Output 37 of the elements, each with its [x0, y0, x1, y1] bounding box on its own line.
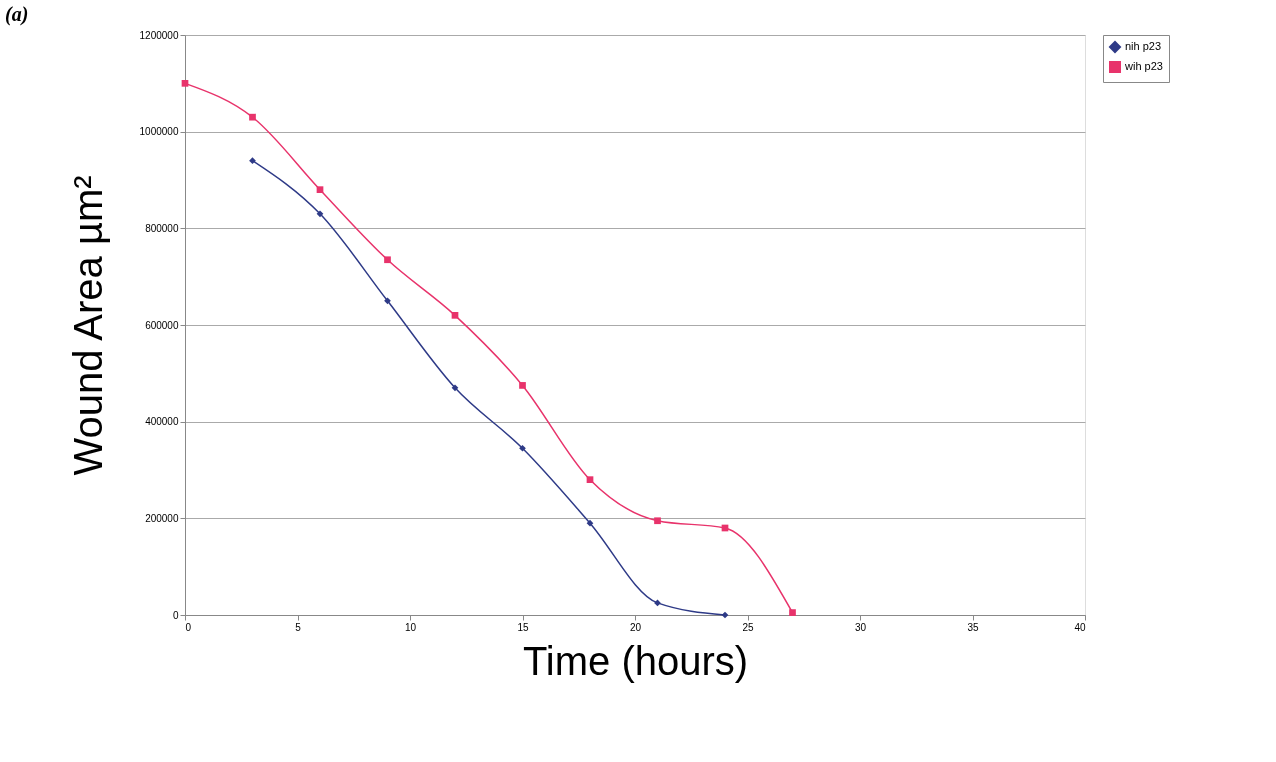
y-tick-label: 200000 — [145, 512, 179, 524]
point — [316, 210, 324, 218]
x-tick-label: 30 — [854, 621, 867, 633]
y-tick-label: 800000 — [145, 222, 179, 234]
point — [384, 256, 391, 264]
y-tick-label: 1000000 — [139, 126, 179, 138]
y-axis-title: Wound Area µm² — [65, 175, 110, 476]
legend-label: nih p23 — [1125, 40, 1162, 52]
x-tick-label: 0 — [185, 621, 192, 633]
y-tick-label: 1200000 — [139, 29, 179, 41]
x-tick-label: 20 — [629, 621, 642, 633]
text: (a) — [5, 3, 29, 26]
x-axis-title: Time (hours) — [522, 638, 749, 683]
point — [654, 517, 661, 525]
point — [586, 476, 594, 484]
legend-label: wih p23 — [1124, 60, 1163, 72]
point — [316, 186, 324, 194]
point — [181, 79, 189, 87]
x-tick-label: 5 — [295, 621, 302, 633]
x-tick-label: 25 — [742, 621, 754, 633]
y-tick-label: 0 — [172, 609, 179, 621]
point — [519, 382, 526, 389]
point — [519, 444, 526, 452]
x-tick-label: 40 — [1074, 621, 1086, 633]
point — [249, 113, 256, 121]
y-tick-label: 400000 — [145, 416, 179, 428]
point — [721, 611, 729, 619]
point — [451, 384, 459, 392]
point — [789, 609, 796, 616]
point — [451, 311, 459, 319]
x-tick-label: 10 — [404, 621, 417, 633]
x-tick-label: 35 — [967, 621, 979, 633]
point — [249, 157, 256, 165]
y-tick-label: 600000 — [145, 319, 179, 331]
point — [384, 297, 391, 305]
point — [586, 519, 594, 527]
x-tick-label: 15 — [517, 621, 529, 633]
